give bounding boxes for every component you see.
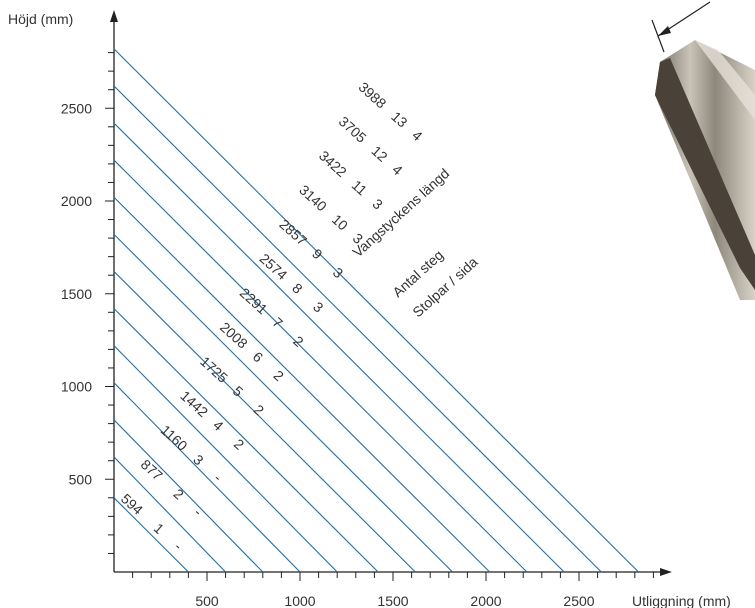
y-tick-label: 2500	[61, 100, 92, 116]
series-line	[113, 419, 264, 573]
y-tick-label: 2000	[61, 193, 92, 209]
series-steps-label: 9	[309, 245, 326, 262]
series-steps-label: 1	[151, 520, 168, 537]
series-line	[113, 271, 416, 573]
series-line	[113, 345, 338, 573]
series-line	[113, 159, 528, 573]
series-line	[113, 456, 226, 573]
rail-edge	[655, 58, 755, 290]
series-steps-label: 10	[329, 211, 351, 233]
series-posts-label: -	[211, 470, 225, 485]
series-steps-label: 12	[368, 142, 390, 164]
series-line	[113, 234, 453, 573]
series-length-label: 877	[138, 456, 166, 484]
series-steps-label: 5	[230, 383, 247, 400]
series-line	[113, 48, 639, 573]
series-posts-label: 3	[310, 298, 327, 315]
series-steps-label: 8	[289, 280, 306, 297]
axes	[110, 10, 672, 576]
series-steps-label: 13	[388, 108, 410, 130]
series-length-label: 3988	[356, 79, 390, 112]
series-length-label: 2574	[257, 250, 291, 283]
series-line	[113, 196, 491, 573]
series-length-label: 1160	[158, 422, 191, 454]
y-tick-label: 500	[69, 471, 93, 487]
series-line	[113, 308, 379, 573]
series-posts-label: 4	[389, 161, 406, 178]
x-tick-label: 2000	[470, 593, 501, 608]
y-tick-label: 1500	[61, 286, 92, 302]
series-labels: 5941-8772-11603-144242172552200862229172…	[118, 79, 426, 554]
series-steps-label: 3	[190, 451, 207, 468]
y-axis-title: Höjd (mm)	[8, 11, 73, 27]
series-posts-label: 2	[231, 436, 248, 453]
series-line	[113, 497, 189, 573]
x-tick-label: 1500	[377, 593, 408, 608]
series-line	[113, 85, 602, 573]
series-posts-label: -	[171, 539, 185, 554]
ladder-rail-photo	[651, 1, 755, 300]
series-line	[113, 382, 301, 573]
series-posts-label: 2	[270, 367, 287, 384]
y-axis-arrow	[110, 10, 118, 22]
series-posts-label: 3	[369, 196, 386, 213]
y-tick-label: 1000	[61, 379, 92, 395]
ticks: 500 1000 1500 2000 2500 500 1000 1500 2000 2500	[61, 52, 654, 608]
x-tick-label: 2500	[563, 593, 594, 608]
dimension-arrow-head	[658, 26, 671, 36]
x-axis-title: Utliggning (mm)	[632, 593, 731, 608]
series-posts-label: 2	[290, 333, 307, 350]
series-length-label: 3705	[336, 113, 370, 146]
series-steps-label: 2	[170, 485, 187, 502]
x-axis-arrow	[660, 568, 672, 576]
header-length: Vangstyckens längd	[349, 165, 452, 260]
series-length-label: 594	[118, 490, 146, 518]
series-lines	[113, 48, 639, 573]
series-line	[113, 122, 565, 573]
series-length-label: 2857	[276, 216, 310, 249]
x-tick-label: 500	[195, 593, 219, 608]
rail-highlight	[695, 40, 755, 120]
series-steps-label: 6	[250, 348, 267, 365]
series-steps-label: 11	[349, 177, 371, 199]
series-length-label: 2291	[237, 285, 271, 318]
series-length-label: 2008	[217, 319, 251, 352]
x-tick-label: 1000	[284, 593, 315, 608]
series-posts-label: 4	[409, 127, 426, 144]
series-length-label: 3140	[296, 182, 330, 215]
series-steps-label: 4	[210, 417, 227, 434]
series-length-label: 3422	[316, 147, 350, 180]
series-length-label: 1725	[197, 353, 231, 386]
